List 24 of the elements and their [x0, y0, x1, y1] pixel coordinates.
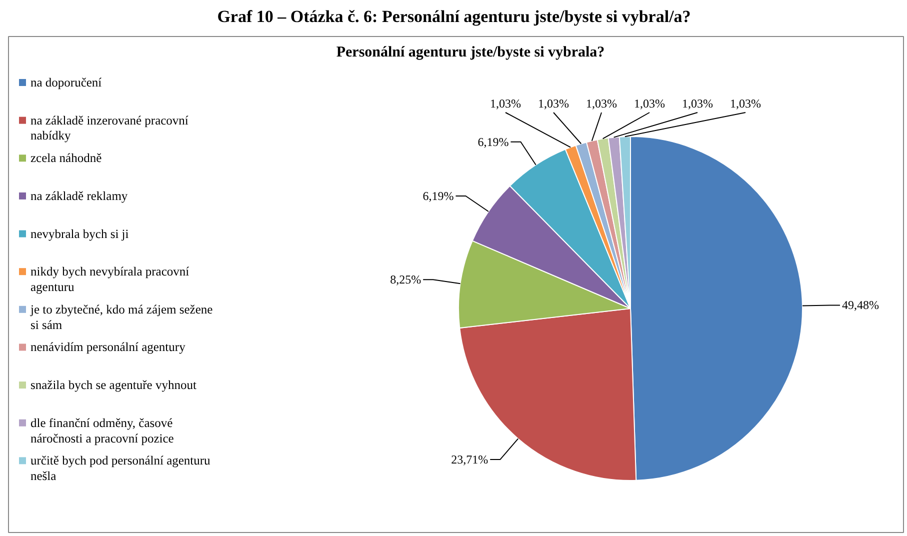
data-label: 1,03%: [538, 96, 569, 110]
data-label: 49,48%: [842, 298, 879, 312]
data-label: 1,03%: [586, 96, 617, 110]
legend-label: nenávidím personální agentury: [30, 340, 186, 354]
data-label: 1,03%: [490, 96, 521, 110]
data-label: 23,71%: [451, 452, 488, 467]
legend-label: dle finanční odměny, časové náročnosti a pracovní pozice: [30, 416, 174, 446]
legend-label: na základě reklamy: [30, 188, 128, 203]
data-label: 6,19%: [422, 188, 454, 203]
data-label: 6,19%: [478, 134, 509, 149]
legend-label: je to zbytečné, kdo má zájem sežene si sám: [30, 302, 214, 332]
data-label: 1,03%: [682, 96, 713, 110]
data-label: 1,03%: [730, 96, 761, 110]
chart-title: Graf 10 – Otázka č. 6: Personální agenturu jste/byste si vybral/a?: [217, 7, 691, 26]
legend-label: snažila bych se agentuře vyhnout: [30, 378, 197, 392]
legend-label: zcela náhodně: [30, 151, 102, 166]
legend-label: na základě inzerované pracovní nabídky: [30, 113, 189, 143]
legend-label: určitě bych pod personální agenturu nešla: [30, 454, 212, 484]
data-label: 8,25%: [390, 272, 422, 287]
legend-label: nikdy bych nevybírala pracovní agenturu: [30, 264, 190, 294]
chart-subtitle: Personální agenturu jste/byste si vybrala?: [336, 44, 605, 60]
legend-label: nevybrala bych si ji: [30, 226, 130, 241]
data-label: 1,03%: [634, 96, 665, 110]
legend-label: na doporučení: [30, 76, 102, 90]
